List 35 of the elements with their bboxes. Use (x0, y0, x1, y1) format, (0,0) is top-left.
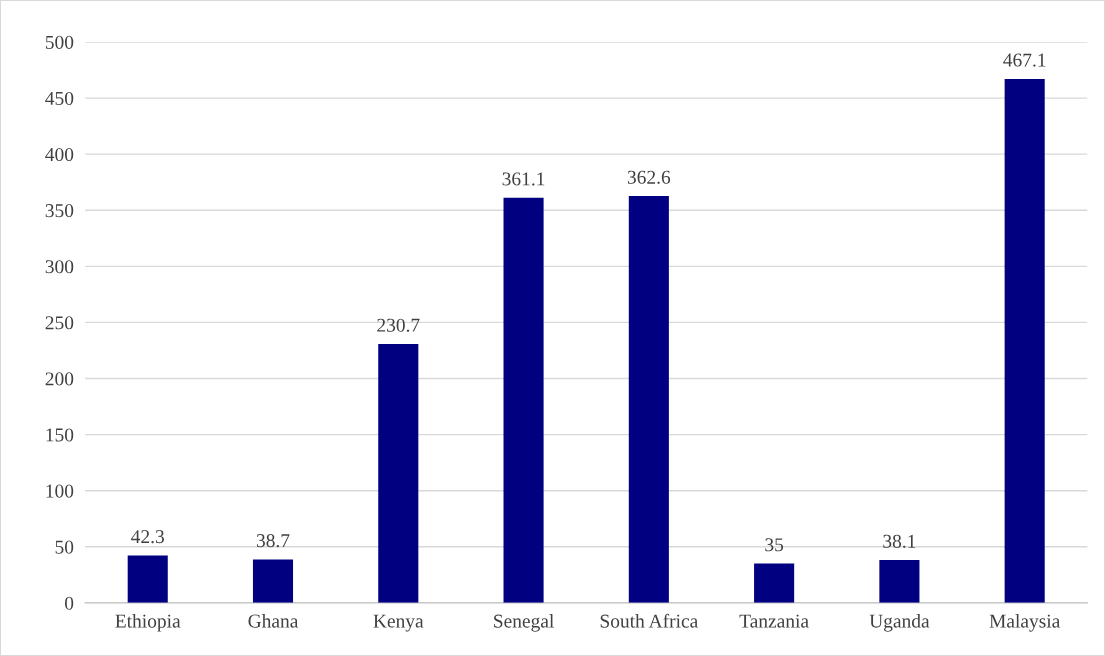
y-tick-label: 200 (45, 372, 74, 386)
y-tick-label: 300 (45, 260, 74, 274)
data-label: 362.6 (627, 170, 671, 184)
data-label: 361.1 (502, 172, 545, 186)
x-tick-label: South Africa (600, 613, 698, 628)
y-tick-label: 500 (45, 35, 74, 49)
data-label: 38.1 (883, 534, 916, 548)
data-label: 35 (765, 538, 784, 552)
y-tick-label: 450 (45, 91, 74, 106)
x-tick-label: Kenya (373, 614, 424, 632)
bar (754, 563, 795, 603)
y-tick-label: 150 (46, 428, 74, 442)
bar (252, 559, 294, 603)
x-tick-label: Ethiopia (115, 613, 181, 632)
y-tick-label: 250 (45, 316, 74, 330)
x-tick-label: Uganda (869, 613, 930, 632)
x-tick-label: Malaysia (989, 613, 1061, 632)
bar (503, 197, 544, 603)
bar (378, 344, 419, 603)
y-tick-label: 400 (45, 147, 74, 162)
y-tick-label: 0 (64, 596, 74, 610)
x-tick-label: Ghana (248, 613, 299, 628)
x-tick-label: Tanzania (739, 614, 809, 628)
x-tick-label: Senegal (494, 613, 554, 632)
y-tick-label: 100 (46, 484, 74, 498)
bar (1004, 78, 1045, 603)
data-label: 230.7 (377, 318, 420, 332)
y-tick-label: 350 (45, 204, 74, 218)
bar (879, 560, 920, 603)
bar (628, 196, 669, 603)
data-label: 467.1 (1003, 53, 1046, 67)
bar (127, 555, 168, 603)
y-tick-label: 50 (55, 540, 74, 554)
data-label: 42.3 (131, 530, 164, 544)
data-label: 38.7 (256, 534, 290, 548)
